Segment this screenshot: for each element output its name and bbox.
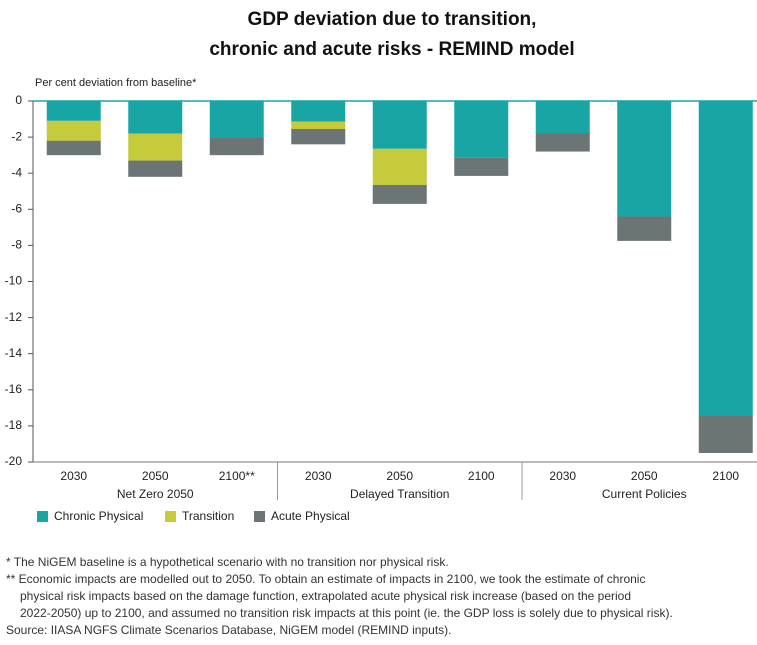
legend-label: Chronic Physical [54,509,143,523]
bar-segment [46,101,101,121]
y-tick-label: -4 [11,165,22,179]
legend-swatch [165,511,176,522]
bar-segment [209,101,264,139]
y-tick-label: -14 [5,346,23,360]
y-tick-label: -2 [11,129,22,143]
legend-label: Acute Physical [271,509,350,523]
y-tick-label: -6 [11,201,22,215]
bar-segment [454,157,509,176]
footnote: physical risk impacts based on the damag… [20,589,631,603]
y-tick-label: -18 [5,418,23,432]
group-label: Net Zero 2050 [117,487,194,501]
chart-title: GDP deviation due to transition, [248,9,537,30]
bar-segment [617,101,672,217]
x-tick-label: 2100 [468,469,495,483]
group-label: Delayed Transition [350,487,449,501]
y-tick-label: -10 [5,274,23,288]
footnote: * The NiGEM baseline is a hypothetical s… [6,555,449,569]
bar-segment [535,133,590,152]
bar-segment [535,101,590,134]
y-tick-label: -8 [11,238,22,252]
bar-segment [209,138,264,156]
bar-segment [128,160,183,177]
bar-segment [46,120,101,141]
y-tick-label: -20 [5,454,23,468]
bar-segment [291,121,346,129]
y-tick-label: -16 [5,382,23,396]
x-tick-label: 2030 [60,469,87,483]
bar-segment [454,101,509,158]
bar-segment [372,148,427,185]
footnote: ** Economic impacts are modelled out to … [6,572,645,586]
footnote: 2022-2050) up to 2100, and assumed no tr… [20,606,673,620]
y-axis-label: Per cent deviation from baseline* [35,77,197,89]
bar-segment [128,101,183,134]
y-tick-label: -12 [5,310,23,324]
x-tick-label: 2030 [549,469,576,483]
legend-swatch [37,511,48,522]
chart-title: chronic and acute risks - REMIND model [209,39,574,60]
y-tick-label: 0 [15,93,22,107]
bar-segment [617,216,672,241]
legend-swatch [254,511,265,522]
bar-segment [372,184,427,204]
bar-segment [372,101,427,149]
footnote: Source: IIASA NGFS Climate Scenarios Dat… [6,623,451,637]
x-tick-label: 2050 [142,469,169,483]
group-label: Current Policies [602,487,687,501]
bar-segment [46,140,101,156]
x-tick-label: 2050 [386,469,413,483]
bar-segment [698,101,753,416]
x-tick-label: 2050 [631,469,658,483]
x-tick-label: 2100** [219,469,255,483]
bar-segment [291,101,346,122]
bar-segment [698,415,753,453]
x-tick-label: 2030 [305,469,332,483]
bar-segment [128,133,183,161]
bar-segment [291,128,346,145]
legend-label: Transition [182,509,234,523]
x-tick-label: 2100 [712,469,739,483]
